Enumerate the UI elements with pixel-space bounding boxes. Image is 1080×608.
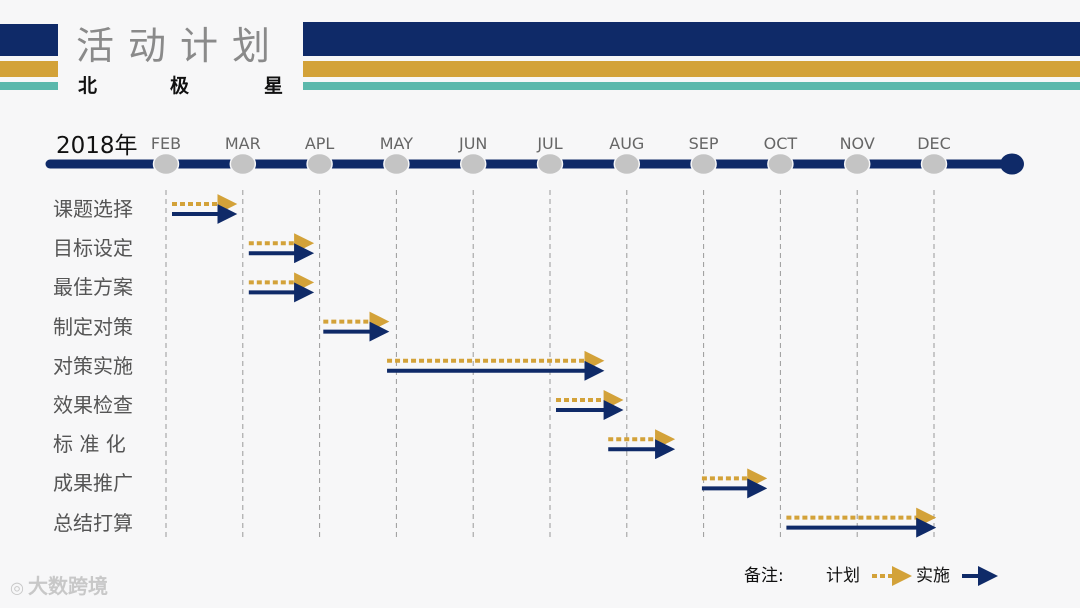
legend-actual-label: 实施 [916, 566, 950, 586]
watermark-text: 大数跨境 [27, 574, 108, 598]
month-marker-may [383, 152, 410, 176]
month-marker-jun [459, 152, 487, 176]
task-label-9: 总结打算 [53, 510, 133, 535]
subtitle-char-2: 极 [170, 75, 190, 97]
header-band-teal-right [303, 82, 1080, 90]
month-label-sep: SEP [688, 134, 719, 153]
month-marker-sep [690, 152, 717, 176]
header-band-gold-right [303, 61, 1080, 77]
header-band-navy-left [0, 24, 58, 56]
subtitle-char-3: 星 [264, 75, 284, 97]
month-label-may: MAY [379, 134, 414, 153]
month-marker-nov [843, 152, 871, 176]
task-label-6: 效果检查 [53, 393, 133, 417]
month-label-feb: FEB [150, 134, 182, 153]
page-title: 活动计划 [76, 24, 285, 68]
task-label-3: 最佳方案 [53, 275, 133, 300]
task-label-2: 目标设定 [53, 236, 133, 261]
watermark: ◎ 大数跨境 [10, 572, 108, 602]
year-label: 2018年 [56, 133, 138, 159]
month-marker-oct [767, 152, 794, 176]
legend-plan-label: 计划 [826, 566, 860, 586]
month-label-apl: APL [304, 134, 335, 153]
timeline-end-dot [1000, 153, 1024, 175]
month-label-jul: JUL [537, 134, 563, 153]
month-label-jun: JUN [458, 134, 488, 153]
header-band-teal-left [0, 82, 58, 90]
subtitle-char-1: 北 [78, 75, 98, 97]
header-band-gold-left [0, 61, 58, 77]
month-label-dec: DEC [917, 134, 951, 153]
month-label-aug: AUG [609, 134, 645, 153]
month-marker-apl [306, 152, 333, 176]
legend-note-label: 备注: [744, 566, 784, 586]
task-label-1: 课题选择 [53, 197, 133, 221]
month-marker-dec [920, 152, 948, 176]
task-label-7: 标 准 化 [53, 432, 126, 457]
month-marker-jul [536, 152, 564, 176]
month-marker-feb [152, 152, 180, 176]
month-label-nov: NOV [839, 134, 875, 153]
header-band-navy-right [303, 22, 1080, 56]
task-label-4: 制定对策 [53, 314, 133, 339]
task-label-8: 成果推广 [53, 471, 133, 496]
month-label-oct: OCT [763, 134, 798, 153]
month-label-mar: MAR [224, 134, 261, 153]
month-marker-mar [229, 152, 257, 176]
task-label-5: 对策实施 [53, 353, 133, 378]
month-marker-aug [613, 152, 641, 176]
watermark-logo-icon: ◎ [10, 578, 24, 597]
